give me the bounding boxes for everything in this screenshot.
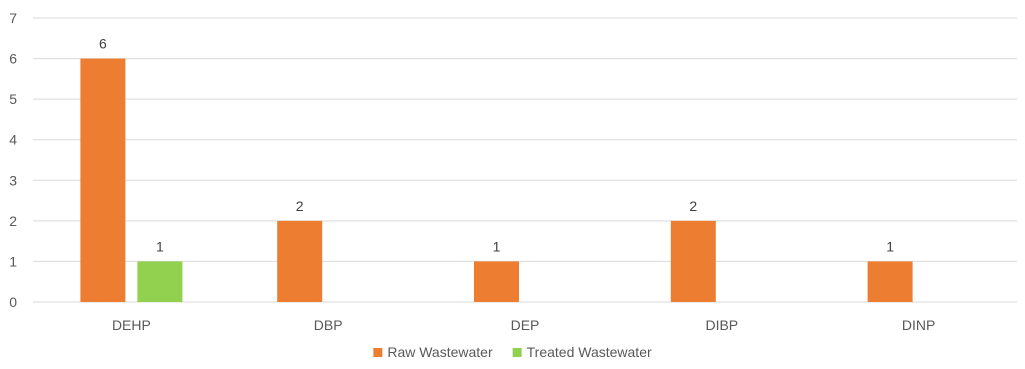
bar-dibp-raw-wastewater: [670, 220, 716, 302]
y-tick-label: 4: [9, 132, 17, 148]
bar-dep-raw-wastewater: [474, 261, 519, 302]
bar-dinp-raw-wastewater: [867, 261, 913, 302]
data-label: 1: [156, 238, 164, 254]
y-tick-label: 0: [9, 294, 17, 310]
data-label: 6: [99, 36, 107, 52]
legend-item-treated-wastewater: Treated Wastewater: [512, 344, 652, 360]
bars: [80, 58, 913, 303]
y-tick-label: 5: [9, 91, 17, 107]
y-tick-label: 1: [9, 253, 17, 269]
x-tick-label-dehp: DEHP: [112, 317, 151, 333]
y-tick-label: 2: [9, 213, 17, 229]
data-labels: 6 1 2 1 2 1: [99, 36, 894, 255]
y-tick-label: 6: [9, 51, 17, 67]
legend-label: Treated Wastewater: [527, 344, 652, 360]
y-tick-label: 3: [9, 172, 17, 188]
x-tick-label-dibp: DIBP: [705, 317, 738, 333]
bar-dehp-raw-wastewater: [80, 58, 126, 303]
x-tick-label-dbp: DBP: [314, 317, 343, 333]
legend-swatch: [512, 348, 522, 357]
y-tick-label: 7: [9, 10, 17, 26]
x-axis: DEHP DBP DEP DIBP DINP: [112, 317, 935, 333]
bar-dehp-treated-wastewater: [137, 261, 183, 302]
y-axis: 0 1 2 3 4 5 6 7: [9, 10, 17, 310]
x-tick-label-dinp: DINP: [902, 317, 935, 333]
legend-label: Raw Wastewater: [387, 344, 493, 360]
data-label: 2: [689, 198, 697, 214]
x-tick-label-dep: DEP: [511, 317, 540, 333]
gridlines: [33, 17, 1017, 303]
data-label: 1: [886, 238, 894, 254]
bar-dbp-raw-wastewater: [277, 220, 323, 302]
data-label: 1: [493, 238, 501, 254]
legend-item-raw-wastewater: Raw Wastewater: [373, 344, 493, 360]
legend: Raw Wastewater Treated Wastewater: [373, 344, 652, 360]
data-label: 2: [296, 198, 304, 214]
legend-swatch: [373, 348, 383, 357]
